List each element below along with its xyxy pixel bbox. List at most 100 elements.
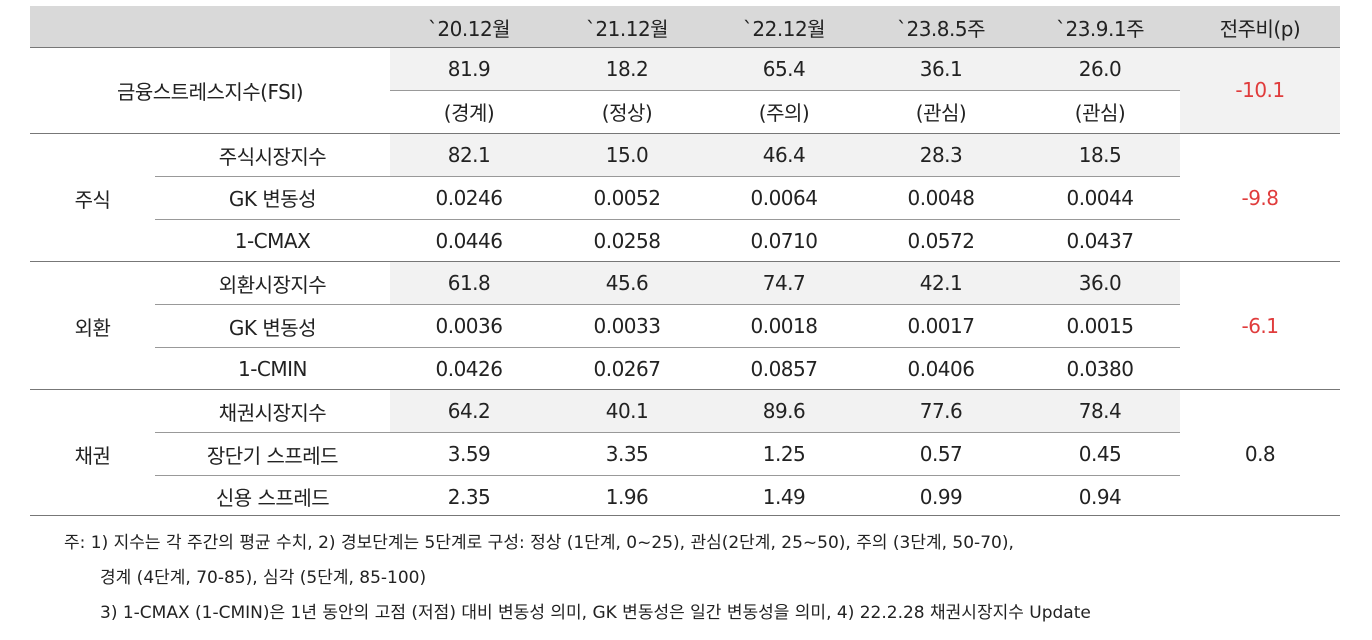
- value: 45.6: [605, 271, 649, 296]
- rule: [155, 432, 1180, 434]
- value: 3.35: [605, 442, 649, 467]
- column-header: `23.9.1주: [1055, 16, 1145, 41]
- row-label: 1-CMAX: [234, 228, 311, 253]
- row-label: 1-CMIN: [237, 356, 308, 381]
- value: 0.0710: [750, 228, 818, 253]
- value: 0.0572: [907, 228, 975, 253]
- row-label: 외환시장지수: [218, 272, 327, 297]
- value: 36.1: [919, 57, 963, 81]
- cell-background: [390, 48, 1180, 90]
- value: 0.0258: [593, 228, 661, 253]
- stage: (정상): [601, 100, 653, 125]
- rule: [155, 304, 1180, 306]
- value: 0.57: [919, 442, 963, 467]
- stage: (관심): [1074, 100, 1126, 125]
- value: 0.0406: [907, 356, 975, 381]
- column-header: `21.12월: [585, 16, 669, 41]
- group-label: 채권: [74, 443, 111, 468]
- column-header: `20.12월: [427, 16, 511, 41]
- value: 0.45: [1078, 442, 1122, 467]
- row-label: 채권시장지수: [218, 400, 327, 425]
- value: 0.0033: [593, 314, 661, 338]
- value: 28.3: [919, 143, 963, 168]
- row-label: 신용 스프레드: [215, 486, 330, 511]
- row-label: 주식시장지수: [218, 144, 327, 169]
- value: 1.25: [762, 442, 806, 467]
- change: -6.1: [1241, 314, 1279, 338]
- value: 0.0036: [435, 314, 503, 338]
- value: 15.0: [605, 143, 649, 168]
- row-label: GK 변동성: [228, 187, 317, 212]
- value: 89.6: [762, 399, 806, 424]
- change: 0.8: [1244, 442, 1276, 467]
- stage: (관심): [915, 100, 967, 125]
- column-header: 전주비(p): [1219, 16, 1301, 41]
- row-label: GK 변동성: [228, 315, 317, 340]
- value: 74.7: [762, 271, 806, 296]
- rule: [155, 176, 1180, 178]
- value: 0.0044: [1066, 185, 1134, 210]
- rule: [155, 346, 1180, 348]
- value: 65.4: [762, 57, 806, 81]
- value: 0.0246: [435, 185, 503, 210]
- cell-background: [30, 6, 1340, 48]
- value: 0.94: [1078, 484, 1122, 509]
- value: 64.2: [447, 399, 491, 424]
- value: 0.0437: [1066, 228, 1134, 253]
- row-label: 장단기 스프레드: [206, 443, 339, 468]
- value: 61.8: [447, 271, 491, 296]
- value: 42.1: [919, 271, 963, 296]
- row-label: 금융스트레스지수(FSI): [116, 79, 304, 104]
- value: 3.59: [447, 442, 491, 467]
- rule: [30, 389, 1340, 391]
- value: 0.0018: [750, 314, 818, 338]
- rule: [155, 474, 1180, 476]
- value: 0.0017: [907, 314, 975, 338]
- value: 77.6: [919, 399, 963, 424]
- rule: [30, 133, 1340, 135]
- value: 0.0426: [435, 356, 503, 381]
- value: 0.0857: [750, 356, 818, 381]
- value: 0.0446: [435, 228, 503, 253]
- rule: [155, 218, 1180, 220]
- column-header: `22.12월: [742, 16, 826, 41]
- group-label: 주식: [74, 187, 111, 212]
- value: 0.0052: [593, 185, 661, 210]
- rule: [390, 89, 1180, 91]
- value: 78.4: [1078, 399, 1122, 424]
- rule: [30, 261, 1340, 263]
- group-label: 외환: [74, 315, 111, 340]
- value: 1.96: [605, 484, 649, 509]
- value: 0.0015: [1066, 314, 1134, 338]
- value: 0.0048: [907, 185, 975, 210]
- change: -9.8: [1241, 186, 1279, 210]
- column-header: `23.8.5주: [896, 16, 986, 41]
- stage: (주의): [758, 100, 810, 125]
- value: 40.1: [605, 399, 649, 424]
- value: 0.0380: [1066, 356, 1134, 381]
- value: 82.1: [447, 143, 491, 168]
- value: 1.49: [762, 484, 806, 509]
- value: 46.4: [762, 143, 806, 168]
- cell-background: [390, 262, 1180, 305]
- value: 36.0: [1078, 271, 1122, 296]
- footnote: 3) 1-CMAX (1-CMIN)은 1년 동안의 고점 (저점) 대비 변동…: [100, 603, 1091, 623]
- stage: (경계): [443, 100, 495, 125]
- value: 0.0064: [750, 185, 818, 210]
- value: 81.9: [447, 57, 491, 81]
- value: 26.0: [1078, 57, 1122, 81]
- cell-background: [1180, 48, 1340, 134]
- value: 0.0267: [593, 356, 661, 381]
- value: 18.2: [605, 57, 649, 81]
- footnote: 경계 (4단계, 70-85), 심각 (5단계, 85-100): [100, 568, 427, 588]
- value: 18.5: [1078, 143, 1122, 168]
- rule: [30, 515, 1340, 517]
- cell-background: [390, 134, 1180, 177]
- cell-background: [390, 390, 1180, 434]
- rule: [30, 47, 1340, 49]
- value: 2.35: [447, 484, 491, 509]
- value: 0.99: [919, 484, 963, 509]
- change: -10.1: [1235, 78, 1285, 102]
- footnote: 주: 1) 지수는 각 주간의 평균 수치, 2) 경보단계는 5단계로 구성:…: [64, 533, 1014, 553]
